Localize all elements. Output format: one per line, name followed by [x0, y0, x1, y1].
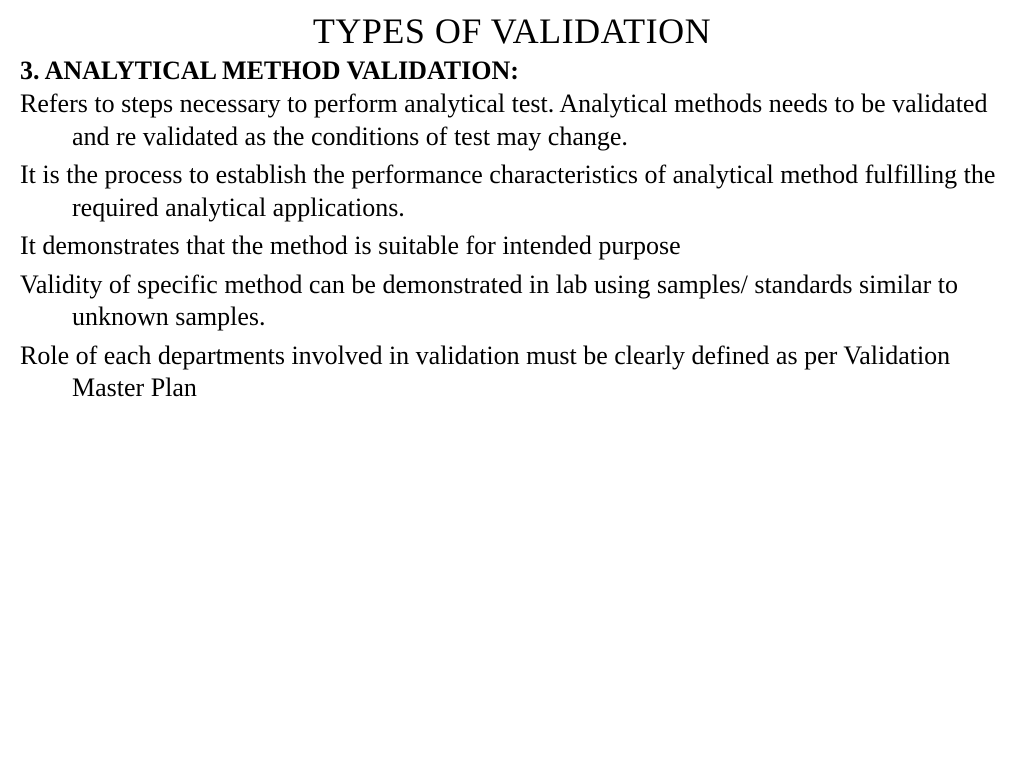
body-paragraph: Role of each departments involved in val…: [20, 340, 1004, 405]
body-paragraph: It demonstrates that the method is suita…: [20, 230, 1004, 263]
slide-title: TYPES OF VALIDATION: [20, 10, 1004, 52]
body-paragraph: Validity of specific method can be demon…: [20, 269, 1004, 334]
section-heading: 3. ANALYTICAL METHOD VALIDATION:: [20, 56, 1004, 86]
body-paragraph: Refers to steps necessary to perform ana…: [20, 88, 1004, 153]
body-paragraph: It is the process to establish the perfo…: [20, 159, 1004, 224]
